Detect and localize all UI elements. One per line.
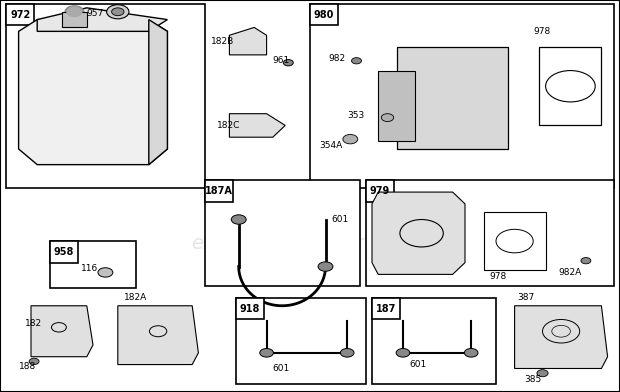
Text: 961: 961 bbox=[273, 56, 290, 65]
Polygon shape bbox=[372, 192, 465, 274]
Text: 387: 387 bbox=[518, 294, 535, 302]
Polygon shape bbox=[149, 20, 167, 165]
Bar bbox=[372, 298, 496, 384]
Text: 188: 188 bbox=[19, 362, 36, 371]
Bar bbox=[366, 180, 394, 202]
Polygon shape bbox=[229, 27, 267, 55]
Bar bbox=[205, 180, 360, 286]
Circle shape bbox=[396, 348, 410, 357]
Bar bbox=[205, 180, 232, 202]
Text: 979: 979 bbox=[370, 186, 390, 196]
Text: 972: 972 bbox=[10, 10, 30, 20]
Polygon shape bbox=[118, 306, 198, 365]
Bar bbox=[50, 241, 78, 263]
Bar bbox=[378, 71, 415, 141]
Bar bbox=[236, 298, 366, 384]
Text: 918: 918 bbox=[239, 304, 260, 314]
Text: eReplacementParts.com: eReplacementParts.com bbox=[191, 234, 429, 252]
Text: 182C: 182C bbox=[217, 121, 241, 130]
Text: 187A: 187A bbox=[205, 186, 232, 196]
Polygon shape bbox=[37, 8, 167, 31]
Polygon shape bbox=[397, 47, 508, 149]
Circle shape bbox=[29, 358, 39, 365]
Circle shape bbox=[107, 5, 129, 19]
Circle shape bbox=[65, 6, 84, 18]
Polygon shape bbox=[229, 114, 285, 137]
Bar bbox=[366, 180, 614, 286]
Text: 601: 601 bbox=[332, 215, 349, 224]
Text: 182: 182 bbox=[25, 319, 42, 328]
Text: 982A: 982A bbox=[558, 268, 582, 277]
Bar bbox=[62, 12, 87, 27]
Circle shape bbox=[260, 348, 273, 357]
Circle shape bbox=[283, 60, 293, 66]
Text: 187: 187 bbox=[376, 304, 396, 314]
Circle shape bbox=[98, 268, 113, 277]
Text: 353: 353 bbox=[347, 111, 365, 120]
Bar bbox=[372, 298, 400, 319]
Polygon shape bbox=[31, 306, 93, 357]
Circle shape bbox=[464, 348, 478, 357]
Bar bbox=[310, 4, 614, 188]
Circle shape bbox=[231, 215, 246, 224]
Text: 980: 980 bbox=[314, 10, 334, 20]
Text: 182A: 182A bbox=[124, 294, 148, 302]
Circle shape bbox=[318, 262, 333, 271]
Text: 958: 958 bbox=[53, 247, 74, 257]
Text: 385: 385 bbox=[524, 375, 541, 384]
Bar bbox=[50, 241, 136, 288]
Circle shape bbox=[381, 114, 394, 122]
Polygon shape bbox=[515, 306, 608, 368]
Circle shape bbox=[537, 370, 548, 377]
Circle shape bbox=[67, 7, 82, 16]
Bar bbox=[6, 4, 34, 25]
Bar bbox=[6, 4, 205, 188]
Circle shape bbox=[352, 58, 361, 64]
Polygon shape bbox=[19, 20, 167, 165]
Text: 354A: 354A bbox=[319, 142, 342, 150]
Circle shape bbox=[340, 348, 354, 357]
Bar bbox=[310, 4, 338, 25]
Text: 601: 601 bbox=[409, 360, 427, 369]
Circle shape bbox=[112, 8, 124, 16]
Text: 978: 978 bbox=[533, 27, 551, 36]
Text: 978: 978 bbox=[490, 272, 507, 281]
Text: 957: 957 bbox=[87, 9, 104, 18]
Text: 601: 601 bbox=[273, 364, 290, 373]
Text: 116: 116 bbox=[81, 264, 98, 273]
Text: 982: 982 bbox=[329, 54, 346, 63]
Text: 182B: 182B bbox=[211, 37, 234, 45]
Circle shape bbox=[343, 134, 358, 144]
Circle shape bbox=[581, 258, 591, 264]
Bar bbox=[236, 298, 264, 319]
